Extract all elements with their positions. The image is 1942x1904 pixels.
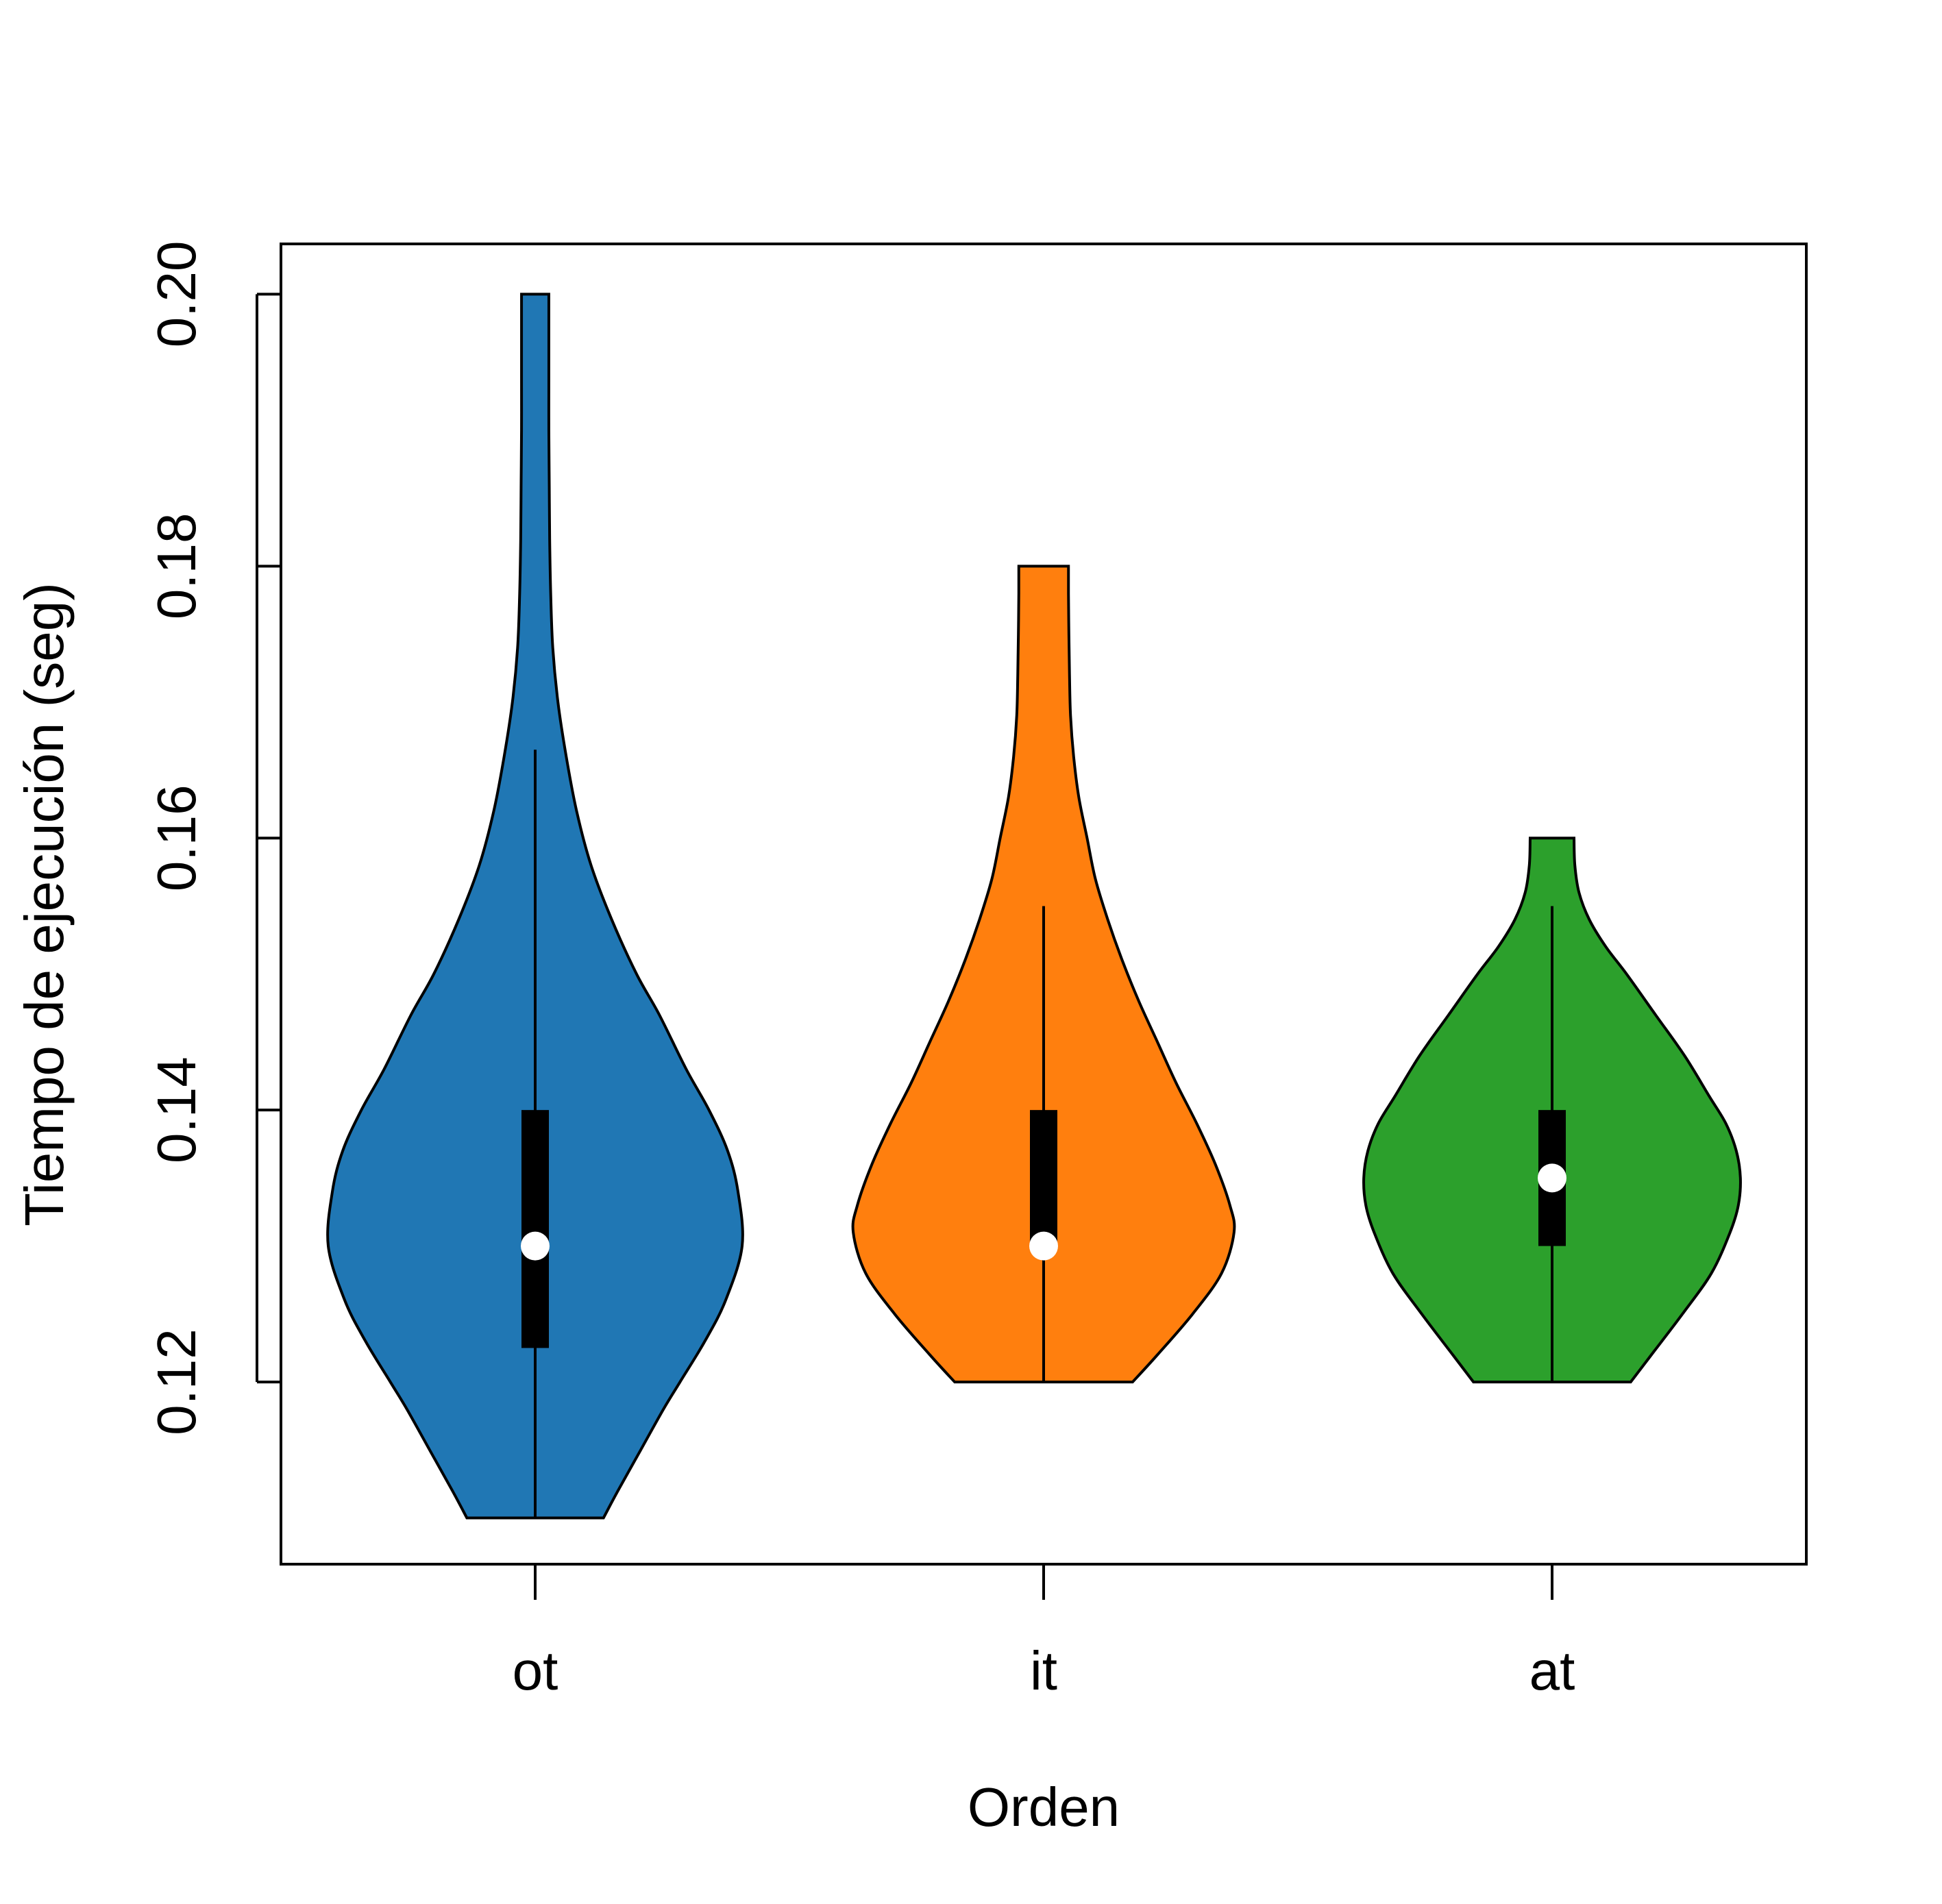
- x-tick-label: it: [1030, 1640, 1057, 1701]
- y-tick-label: 0.20: [146, 241, 207, 348]
- x-axis-label: Orden: [968, 1777, 1120, 1838]
- x-axis: ot it at: [513, 1565, 1575, 1701]
- y-tick-label: 0.18: [146, 512, 207, 619]
- median-point-at: [1538, 1163, 1566, 1193]
- x-tick-label: at: [1529, 1640, 1575, 1701]
- y-axis: 0.12 0.14 0.16 0.18 0.20: [146, 241, 280, 1435]
- plot-frame: [280, 243, 1808, 1566]
- y-axis-label: Tiempo de ejecución (seg): [14, 582, 75, 1226]
- iqr-box-it: [1030, 1110, 1057, 1246]
- x-tick-label: ot: [513, 1640, 558, 1701]
- median-point-ot: [521, 1231, 550, 1261]
- y-tick-label: 0.16: [146, 784, 207, 891]
- y-tick-label: 0.12: [146, 1328, 207, 1435]
- iqr-box-ot: [521, 1110, 549, 1348]
- y-tick-label: 0.14: [146, 1056, 207, 1163]
- boxes-layer: [521, 750, 1566, 1518]
- median-point-it: [1029, 1231, 1058, 1261]
